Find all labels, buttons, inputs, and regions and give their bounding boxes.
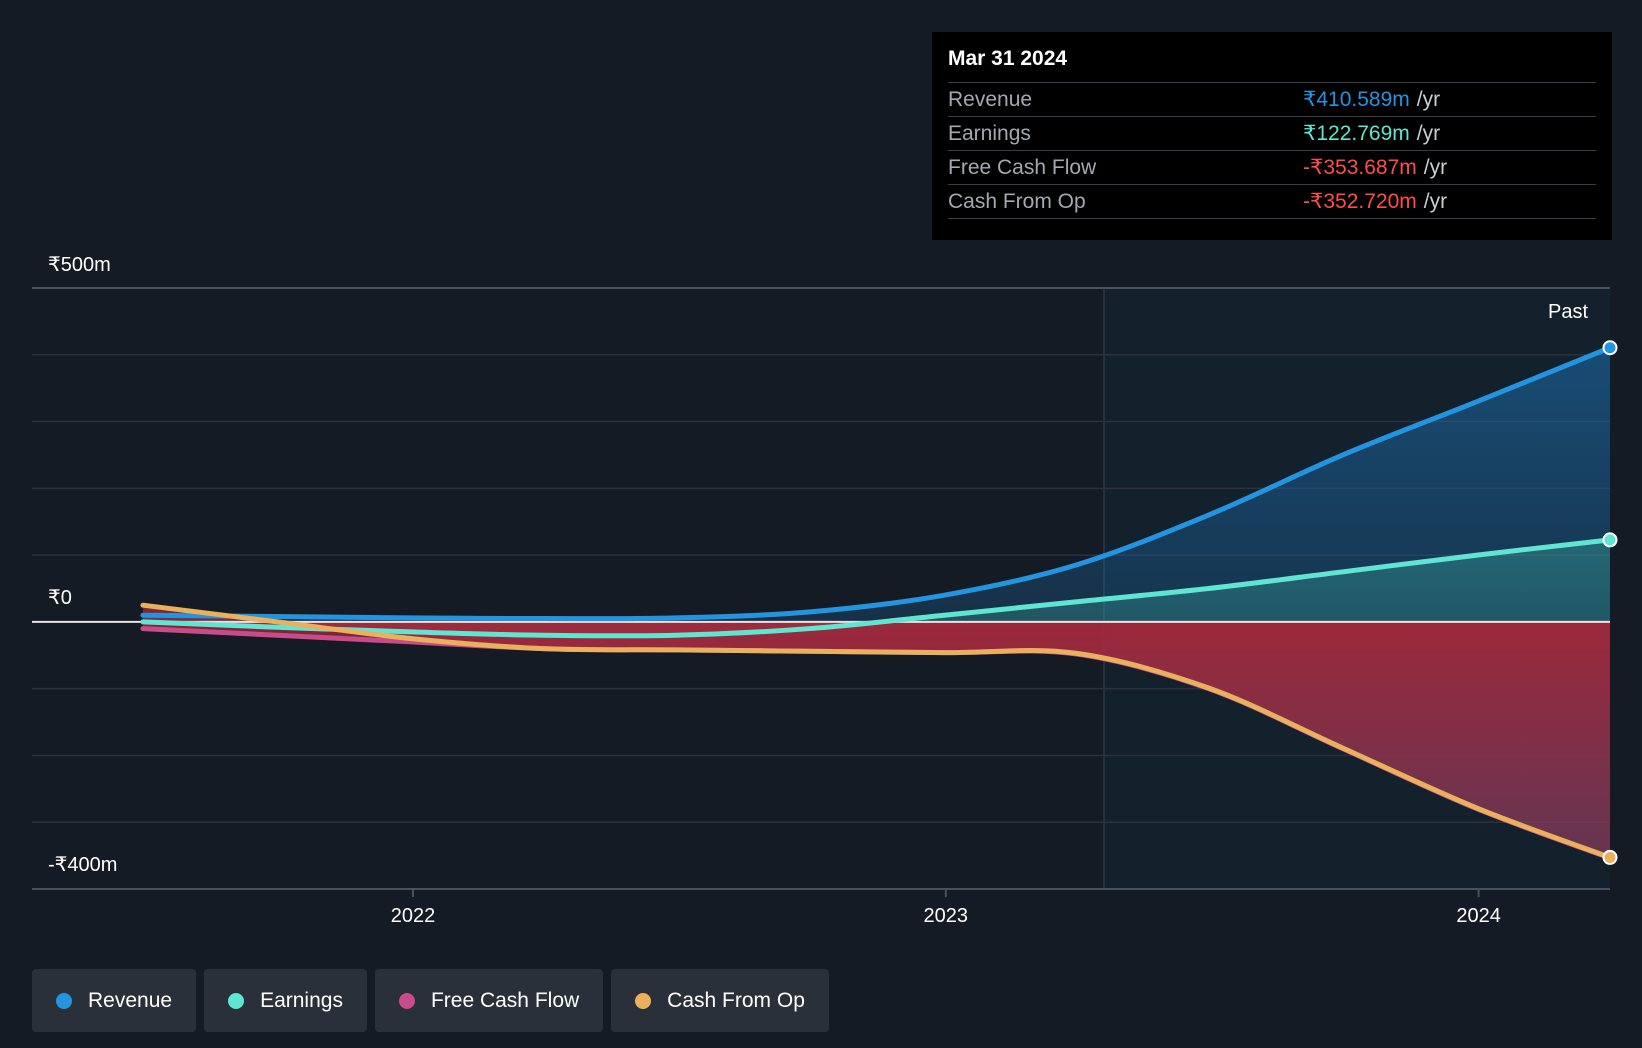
tooltip-date: Mar 31 2024 [948, 46, 1596, 83]
tooltip-value: -₹352.720m [1303, 190, 1417, 213]
legend-item-earnings[interactable]: Earnings [204, 969, 367, 1032]
revenue-line [140, 345, 1613, 622]
tooltip-unit: /yr [1423, 155, 1448, 179]
earnings-area [142, 539, 1610, 636]
legend-label: Free Cash Flow [430, 988, 580, 1012]
legend-label: Revenue [88, 988, 173, 1012]
free-cash-flow-dot-icon [398, 992, 415, 1009]
tooltip-unit: /yr [1416, 87, 1441, 111]
tooltip-row-earnings: Earnings ₹122.769m /yr [948, 117, 1596, 151]
revenue-end-point [1602, 340, 1618, 356]
legend-label: Earnings [260, 988, 343, 1012]
tooltip-row-cash-from-op: Cash From Op -₹352.720m /yr [948, 185, 1596, 219]
legend: Revenue Earnings Free Cash Flow Cash Fro… [32, 969, 829, 1032]
legend-item-cash-from-op[interactable]: Cash From Op [611, 969, 829, 1032]
legend-item-revenue[interactable]: Revenue [32, 969, 197, 1032]
past-label: Past [1548, 301, 1589, 323]
area-fills [142, 347, 1610, 859]
y-axis-top-label: ₹500m [48, 254, 111, 276]
revenue-dot-icon [56, 992, 72, 1009]
cash-from-op-line [140, 602, 1613, 860]
legend-item-free-cash-flow[interactable]: Free Cash Flow [374, 969, 604, 1032]
x-axis: 2022 2023 2024 [391, 889, 1501, 927]
tooltip-row-revenue: Revenue ₹410.589m /yr [948, 83, 1596, 117]
cash-from-op-dot-icon [635, 992, 652, 1009]
revenue-area [142, 347, 1610, 622]
x-tick-label: 2023 [924, 905, 969, 927]
tooltip-value: ₹122.769m [1303, 122, 1410, 145]
x-tick-label: 2022 [391, 905, 436, 927]
tooltip-label: Free Cash Flow [948, 155, 1097, 179]
earnings-dot-icon [228, 992, 245, 1009]
x-tick-label: 2024 [1456, 905, 1501, 927]
tooltip-value: -₹353.687m [1303, 156, 1417, 179]
cash-from-op-area [142, 605, 1610, 858]
tooltip: Mar 31 2024 Revenue ₹410.589m /yr Earnin… [932, 32, 1612, 240]
tooltip-label: Earnings [948, 121, 1031, 145]
tooltip-row-free-cash-flow: Free Cash Flow -₹353.687m /yr [948, 151, 1596, 185]
tooltip-label: Cash From Op [948, 189, 1086, 213]
y-axis-zero-label: ₹0 [48, 587, 72, 609]
tooltip-unit: /yr [1416, 121, 1441, 145]
tooltip-value: ₹410.589m [1303, 88, 1410, 111]
series-lines [32, 340, 1618, 865]
earnings-line [140, 537, 1613, 639]
earnings-end-point [1602, 532, 1618, 548]
tooltip-label: Revenue [948, 87, 1033, 111]
tooltip-unit: /yr [1423, 189, 1448, 213]
y-axis-bottom-label: -₹400m [48, 854, 118, 876]
legend-label: Cash From Op [667, 988, 805, 1012]
cash-from-op-end-point [1602, 849, 1618, 865]
